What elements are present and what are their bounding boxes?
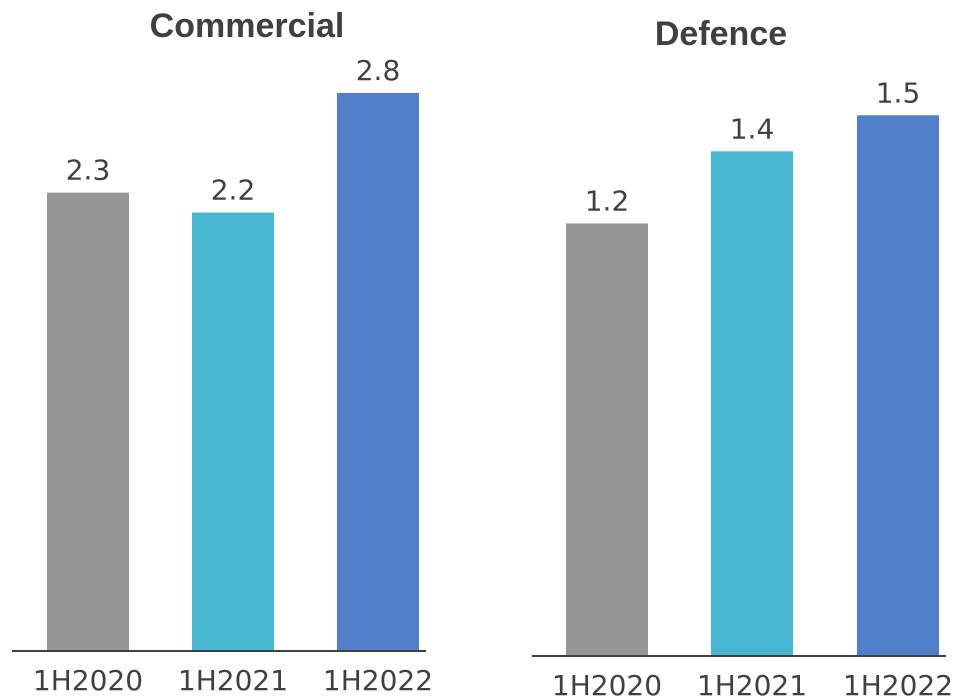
bar-1h2021 [192, 212, 274, 652]
chart-title: Commercial [150, 7, 345, 45]
data-label: 1.5 [876, 76, 921, 109]
x-tick-label: 1H2020 [33, 664, 143, 697]
chart-title: Defence [655, 15, 787, 53]
data-label: 2.8 [356, 54, 401, 87]
x-tick-label: 1H2022 [843, 669, 953, 700]
data-label: 2.3 [66, 154, 111, 187]
x-tick-label: 1H2021 [697, 669, 807, 700]
x-tick-label: 1H2022 [323, 664, 433, 697]
bar-1h2022 [337, 92, 419, 651]
bar-1h2021 [711, 151, 793, 657]
data-label: 2.2 [211, 174, 256, 207]
x-tick-label: 1H2020 [552, 669, 662, 700]
x-tick-label: 1H2021 [178, 664, 288, 697]
bar-1h2022 [857, 115, 939, 656]
bar-1h2020 [566, 223, 648, 656]
data-label: 1.4 [730, 112, 775, 145]
data-label: 1.2 [585, 184, 630, 217]
bar-1h2020 [47, 192, 129, 652]
